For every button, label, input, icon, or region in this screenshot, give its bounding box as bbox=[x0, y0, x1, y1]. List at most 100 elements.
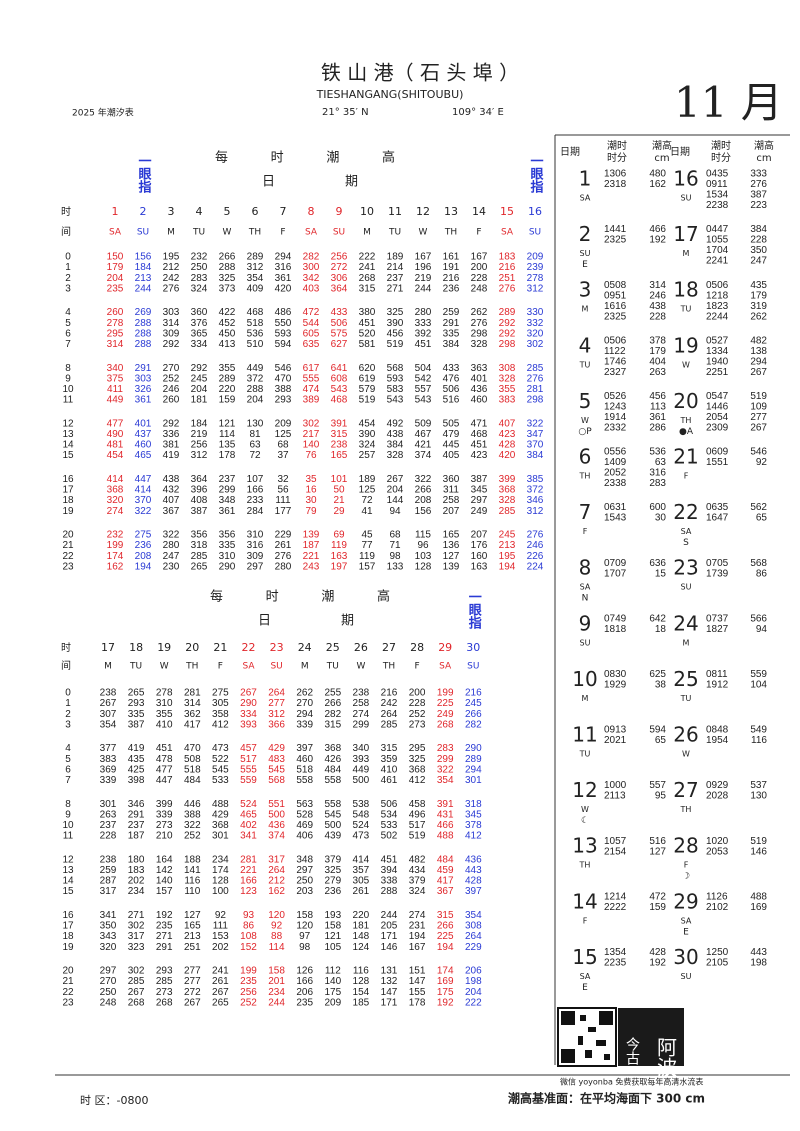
hourly-height: 328 bbox=[471, 339, 488, 350]
weekday: W bbox=[419, 228, 428, 238]
panel-day: 30 bbox=[673, 945, 698, 969]
hourly-height: 544 bbox=[303, 318, 320, 329]
hourly-height: 548 bbox=[353, 809, 370, 820]
hourly-height: 267 bbox=[387, 474, 404, 485]
hourly-height: 316 bbox=[275, 262, 292, 273]
tide-height: 472 bbox=[649, 891, 666, 902]
panel-weekday: SA bbox=[681, 527, 692, 536]
hourly-height: 246 bbox=[527, 540, 544, 551]
hour-label: 21 bbox=[62, 976, 74, 987]
hourly-height: 301 bbox=[212, 831, 229, 842]
tide-time: 0749 bbox=[604, 613, 627, 624]
hourly-height: 277 bbox=[184, 966, 201, 977]
hourly-height: 272 bbox=[184, 987, 201, 998]
hourly-height: 160 bbox=[471, 551, 488, 562]
hour-label: 20 bbox=[62, 530, 74, 541]
hourly-height: 289 bbox=[247, 252, 264, 263]
hourly-height: 235 bbox=[296, 997, 313, 1008]
hourly-height: 277 bbox=[184, 976, 201, 987]
weekday: F bbox=[415, 662, 420, 672]
panel-weekday: W bbox=[581, 416, 589, 425]
tide-time: 0508 bbox=[604, 280, 627, 291]
hourly-height: 175 bbox=[437, 987, 454, 998]
hourly-height: 391 bbox=[331, 418, 348, 429]
tide-height: 262 bbox=[750, 311, 767, 322]
hourly-height: 558 bbox=[324, 775, 341, 786]
hourly-height: 199 bbox=[437, 688, 454, 699]
hourly-height: 244 bbox=[415, 283, 432, 294]
tide-height: 456 bbox=[649, 391, 666, 402]
weekday: TU bbox=[192, 228, 205, 238]
hourly-height: 197 bbox=[331, 561, 348, 572]
hourly-height: 264 bbox=[268, 865, 285, 876]
hourly-height: 268 bbox=[128, 997, 145, 1008]
hourly-height: 361 bbox=[135, 395, 152, 406]
hourly-height: 488 bbox=[437, 831, 454, 842]
hourly-height: 305 bbox=[353, 876, 370, 887]
hourly-height: 263 bbox=[100, 809, 117, 820]
hour-label: 4 bbox=[65, 743, 71, 754]
hourly-height: 165 bbox=[184, 921, 201, 932]
tide-height: 488 bbox=[750, 891, 767, 902]
time-label: 间 bbox=[61, 659, 71, 672]
hourly-height: 245 bbox=[465, 698, 482, 709]
hourly-height: 185 bbox=[353, 997, 370, 1008]
day-number: 16 bbox=[528, 205, 542, 218]
hourly-height: 322 bbox=[437, 764, 454, 775]
hourly-height: 355 bbox=[219, 363, 236, 374]
hourly-height: 538 bbox=[353, 799, 370, 810]
hourly-height: 557 bbox=[415, 384, 432, 395]
hourly-height: 266 bbox=[465, 709, 482, 720]
hourly-height: 484 bbox=[437, 854, 454, 865]
hourly-height: 141 bbox=[184, 865, 201, 876]
tide-height: 162 bbox=[649, 179, 666, 190]
panel-weekday: M bbox=[683, 249, 690, 258]
hourly-height: 98 bbox=[389, 551, 401, 562]
hourly-height: 125 bbox=[275, 429, 292, 440]
panel-day: 24 bbox=[673, 611, 698, 635]
hourly-height: 246 bbox=[163, 384, 180, 395]
hourly-height: 362 bbox=[184, 709, 201, 720]
hourly-height: 72 bbox=[361, 495, 373, 506]
panel-day: 28 bbox=[673, 834, 698, 858]
hourly-height: 266 bbox=[324, 698, 341, 709]
hour-label: 5 bbox=[65, 318, 71, 329]
hourly-height: 175 bbox=[324, 987, 341, 998]
panel-weekday: M bbox=[683, 638, 690, 647]
year-label: 2025 年潮汐表 bbox=[72, 107, 134, 119]
day-number: 27 bbox=[382, 641, 396, 654]
hourly-height: 467 bbox=[415, 429, 432, 440]
hourly-height: 167 bbox=[471, 252, 488, 263]
tide-height: 559 bbox=[750, 669, 767, 680]
hourly-height: 268 bbox=[156, 997, 173, 1008]
hourly-height: 114 bbox=[219, 429, 235, 440]
hourly-height: 201 bbox=[268, 976, 285, 987]
hourly-height: 274 bbox=[107, 506, 124, 517]
weekday: SU bbox=[467, 662, 479, 672]
hourly-height: 555 bbox=[303, 373, 320, 384]
hourly-height: 130 bbox=[247, 418, 264, 429]
hourly-height: 281 bbox=[240, 854, 257, 865]
hourly-height: 187 bbox=[303, 540, 320, 551]
tide-time: 1704 bbox=[706, 245, 729, 256]
hourly-height: 181 bbox=[191, 395, 208, 406]
hourly-height: 299 bbox=[219, 485, 236, 496]
hourly-height: 72 bbox=[249, 450, 261, 461]
hourly-height: 320 bbox=[527, 328, 544, 339]
hourly-height: 406 bbox=[296, 831, 313, 842]
panel-mark: E bbox=[683, 927, 689, 937]
hourly-height: 298 bbox=[499, 339, 516, 350]
hourly-height: 330 bbox=[527, 307, 544, 318]
hourly-height: 164 bbox=[156, 854, 173, 865]
tide-height: 350 bbox=[750, 245, 767, 256]
hourly-height: 297 bbox=[100, 966, 117, 977]
tide-height: 435 bbox=[750, 280, 767, 291]
hourly-height: 367 bbox=[163, 506, 180, 517]
day-number: 14 bbox=[472, 205, 486, 218]
hourly-height: 367 bbox=[437, 886, 454, 897]
hour-label: 14 bbox=[62, 440, 74, 451]
hourly-height: 335 bbox=[219, 540, 236, 551]
day-number: 23 bbox=[270, 641, 284, 654]
tide-height: 537 bbox=[750, 780, 767, 791]
hourly-height: 308 bbox=[465, 921, 482, 932]
